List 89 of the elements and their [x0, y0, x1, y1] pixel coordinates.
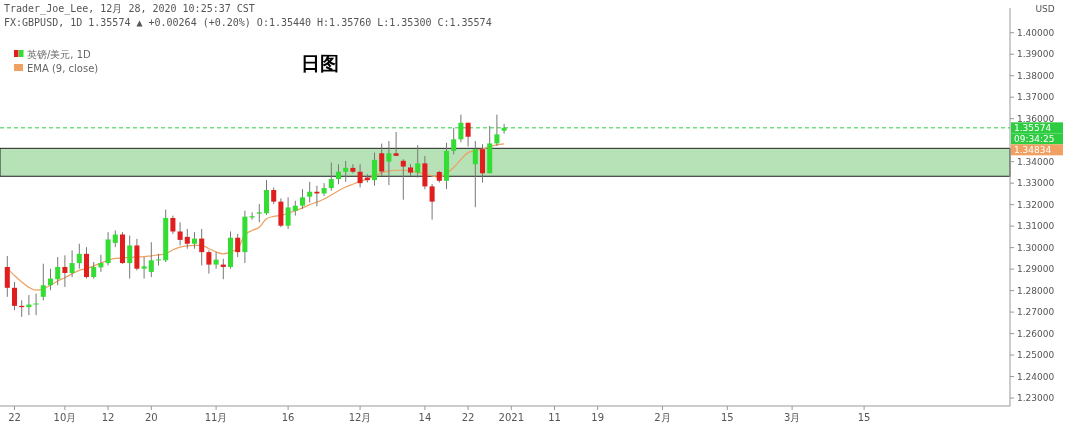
candlestick	[285, 196, 291, 230]
candlestick	[206, 249, 212, 275]
x-tick-label: 15	[857, 412, 871, 423]
candlestick	[429, 183, 435, 221]
candlestick	[393, 131, 399, 157]
legend-label: 英镑/美元, 1D	[27, 48, 92, 60]
x-tick-label: 3月	[783, 412, 801, 423]
candlestick	[494, 114, 500, 147]
y-tick-label: 1.29000	[1017, 264, 1055, 275]
x-tick-label: 19	[591, 412, 605, 423]
candlestick	[256, 203, 262, 223]
candlestick	[321, 182, 327, 197]
candlestick	[249, 211, 255, 221]
candlestick	[184, 228, 190, 250]
y-tick-label: 1.32000	[1017, 199, 1055, 210]
x-tick-label: 10月	[53, 412, 77, 423]
y-tick-label: 1.23000	[1017, 393, 1055, 404]
candlestick	[177, 221, 183, 246]
y-tick-label: 1.27000	[1017, 307, 1055, 318]
candlestick	[33, 293, 39, 316]
candlestick	[386, 140, 392, 186]
text: 日图	[301, 52, 339, 74]
candlestick	[213, 251, 219, 270]
y-tick-label: 1.33000	[1017, 178, 1055, 189]
candlestick	[148, 241, 154, 278]
candlestick	[299, 188, 306, 210]
ref-line-label: 1.35574	[1014, 122, 1052, 133]
candlestick	[98, 254, 104, 273]
y-tick-label: 1.28000	[1017, 285, 1055, 296]
candlestick	[415, 144, 421, 179]
y-tick-label: 1.24000	[1017, 371, 1055, 382]
candlestick	[170, 215, 176, 235]
candlestick	[328, 162, 334, 192]
x-tick-label: 15	[720, 412, 734, 423]
candlestick	[458, 114, 464, 143]
y-axis-title: USD	[1035, 4, 1055, 14]
candlestick	[141, 256, 147, 280]
text: 1.34834	[1014, 144, 1052, 155]
candlestick	[11, 281, 18, 311]
candlestick	[134, 238, 140, 271]
legend-label: EMA (9, close)	[27, 62, 99, 74]
candlestick	[105, 231, 111, 266]
candlestick	[400, 158, 406, 201]
candlestick	[4, 255, 10, 298]
x-tick-label: 22	[461, 412, 475, 423]
x-tick-label: 12月	[348, 412, 372, 423]
candlestick	[335, 163, 342, 185]
y-tick-label: 1.26000	[1017, 328, 1055, 339]
candlestick	[371, 152, 378, 187]
candlestick	[83, 246, 90, 280]
candlestick	[379, 143, 385, 177]
x-tick-label: 2021	[498, 412, 525, 423]
candlestick	[62, 254, 68, 288]
candlestick	[263, 179, 270, 216]
y-tick-label: 1.37000	[1017, 92, 1055, 103]
y-tick-label: 1.40000	[1017, 27, 1055, 38]
x-tick-label: 22	[8, 412, 21, 423]
x-tick-label: 11	[548, 412, 561, 423]
candlestick	[451, 127, 457, 155]
candlestick	[199, 228, 205, 266]
candlestick	[40, 263, 46, 301]
text: 09:34:25	[1014, 133, 1055, 144]
candlestick	[343, 160, 349, 183]
candlestick	[350, 163, 356, 174]
annotation: FX:GBPUSD, 1D 1.35574 ▲ +0.00264 (+0.20%) O:1.35440 H:1.35760 L:1.35300 C:1.35574	[4, 17, 492, 28]
candlestick	[69, 249, 75, 278]
y-tick-label: 1.30000	[1017, 242, 1055, 253]
y-tick-label: 1.25000	[1017, 350, 1055, 361]
y-tick-label: 1.39000	[1017, 49, 1055, 60]
candlestick	[76, 243, 82, 270]
candlestick	[472, 140, 478, 208]
x-tick-label: 2月	[654, 412, 671, 423]
y-tick-label: 1.34000	[1017, 156, 1055, 167]
y-tick-label: 1.31000	[1017, 221, 1055, 232]
candlestick	[307, 181, 313, 203]
x-tick-label: 11月	[204, 412, 228, 423]
x-tick-label: 16	[281, 412, 295, 423]
candlestick	[501, 123, 507, 135]
candlestick	[422, 155, 428, 190]
candlestick	[55, 256, 61, 286]
y-tick-label: 1.36000	[1017, 113, 1055, 124]
x-tick-label: 20	[144, 412, 158, 423]
annotation: Trader_Joe_Lee, 12月 28, 2020 10:25:37 CST	[4, 3, 255, 15]
candlestick	[127, 235, 133, 280]
x-tick-label: 12	[101, 412, 115, 423]
x-tick-label: 14	[418, 412, 432, 423]
y-tick-label: 1.38000	[1017, 70, 1055, 81]
candlestick	[357, 163, 363, 188]
candlestick	[235, 233, 241, 258]
